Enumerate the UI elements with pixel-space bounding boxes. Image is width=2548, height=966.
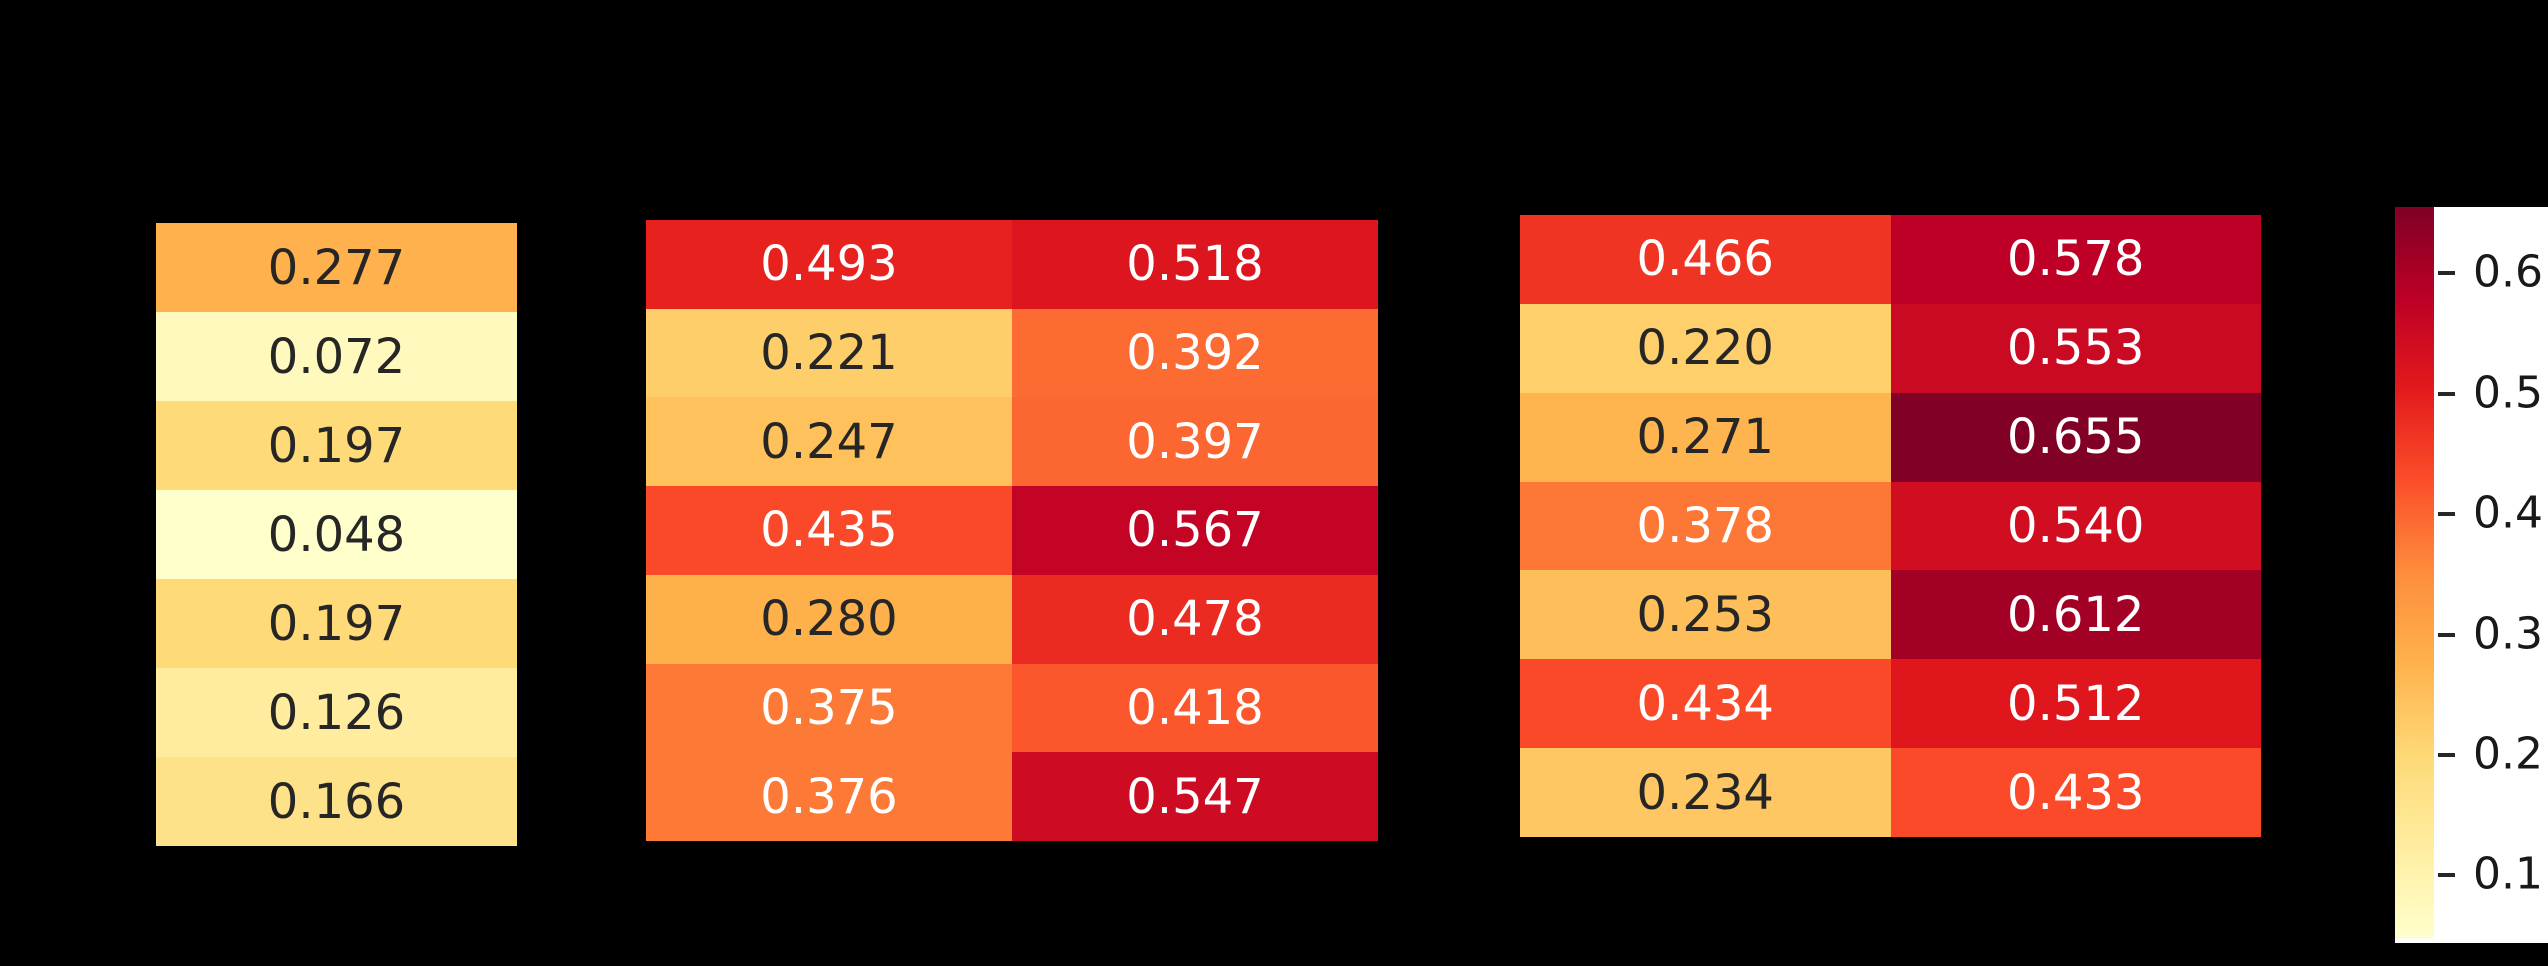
cell-value: 0.540	[2007, 497, 2145, 554]
heatmap-cell: 0.435	[646, 486, 1012, 575]
cell-value: 0.220	[1636, 320, 1774, 377]
tick-mark-icon	[2438, 873, 2455, 878]
cell-value: 0.518	[1126, 236, 1264, 293]
colorbar-tick-label: 0.4	[2473, 487, 2543, 539]
heatmap-cell: 0.221	[646, 308, 1012, 398]
cell-value: 0.435	[760, 502, 898, 559]
cell-value: 0.048	[267, 506, 406, 563]
heatmap-cell: 0.220	[1520, 303, 1891, 393]
heatmap-cell: 0.253	[1520, 570, 1891, 660]
cell-value: 0.280	[760, 591, 898, 648]
cell-value: 0.466	[1636, 231, 1774, 288]
colorbar-gradient	[2395, 207, 2434, 938]
tick-mark-icon	[2438, 632, 2455, 637]
heatmap-cell: 0.234	[1520, 748, 1891, 837]
heatmap-1: 0.277 0.072 0.197 0.048 0.197 0.126 0.166	[156, 223, 517, 846]
cell-value: 0.567	[1126, 502, 1264, 559]
cell-value: 0.247	[760, 413, 898, 470]
heatmap-cell: 0.197	[156, 401, 517, 490]
heatmap-cell: 0.433	[1890, 748, 2261, 837]
heatmap-cell: 0.048	[156, 490, 517, 579]
heatmap-cell: 0.418	[1012, 663, 1378, 753]
heatmap-cell: 0.247	[646, 397, 1012, 487]
colorbar-tick-label: 0.3	[2473, 607, 2543, 659]
cell-value: 0.418	[1126, 679, 1264, 736]
heatmap-cell: 0.197	[156, 579, 517, 668]
heatmap-cell: 0.493	[646, 220, 1012, 309]
cell-value: 0.271	[1636, 409, 1774, 466]
heatmap-cell: 0.375	[646, 663, 1012, 753]
cell-value: 0.434	[1636, 675, 1774, 732]
heatmap-cell: 0.512	[1890, 659, 2261, 749]
cell-value: 0.655	[2007, 409, 2145, 466]
colorbar-tick-label: 0.2	[2473, 728, 2543, 780]
cell-value: 0.392	[1126, 325, 1264, 382]
cell-value: 0.512	[2007, 675, 2145, 732]
heatmap-cell: 0.553	[1890, 303, 2261, 393]
cell-value: 0.234	[1636, 764, 1774, 821]
heatmap-cell: 0.397	[1012, 397, 1378, 487]
heatmap-cell: 0.392	[1012, 308, 1378, 398]
cell-value: 0.578	[2007, 231, 2145, 288]
heatmap-cell: 0.478	[1012, 574, 1378, 664]
colorbar-panel: 0.6 0.5 0.4 0.3 0.2 0.1	[2395, 207, 2548, 943]
cell-value: 0.375	[760, 679, 898, 736]
heatmap-cell: 0.126	[156, 668, 517, 757]
cell-value: 0.072	[267, 328, 406, 385]
heatmap-cell: 0.578	[1890, 215, 2261, 304]
cell-value: 0.197	[267, 417, 406, 474]
cell-value: 0.397	[1126, 413, 1264, 470]
cell-value: 0.433	[2007, 764, 2145, 821]
colorbar-tick-label: 0.6	[2473, 246, 2543, 298]
cell-value: 0.493	[760, 236, 898, 293]
cell-value: 0.277	[267, 239, 406, 296]
cell-value: 0.378	[1636, 497, 1774, 554]
heatmap-cell: 0.612	[1890, 570, 2261, 660]
heatmap-2: 0.493 0.518 0.221 0.392 0.247 0.397 0.435 0.567…	[646, 220, 1378, 841]
cell-value: 0.478	[1126, 591, 1264, 648]
heatmap-cell: 0.277	[156, 223, 517, 312]
tick-mark-icon	[2438, 391, 2455, 396]
heatmap-cell: 0.376	[646, 752, 1012, 841]
cell-value: 0.221	[760, 325, 898, 382]
heatmap-cell: 0.271	[1520, 392, 1891, 482]
cell-value: 0.612	[2007, 586, 2145, 643]
heatmap-cell: 0.655	[1890, 392, 2261, 482]
cell-value: 0.166	[267, 773, 406, 830]
cell-value: 0.197	[267, 595, 406, 652]
tick-mark-icon	[2438, 752, 2455, 757]
tick-mark-icon	[2438, 271, 2455, 276]
heatmap-cell: 0.434	[1520, 659, 1891, 749]
colorbar-tick-label: 0.1	[2473, 848, 2543, 900]
tick-mark-icon	[2438, 512, 2455, 517]
heatmap-cell: 0.166	[156, 757, 517, 846]
heatmap-cell: 0.280	[646, 574, 1012, 664]
cell-value: 0.126	[267, 684, 406, 741]
heatmap-cell: 0.540	[1890, 481, 2261, 571]
heatmap-cell: 0.072	[156, 312, 517, 401]
heatmap-3: 0.466 0.578 0.220 0.553 0.271 0.655 0.378 0.540…	[1520, 215, 2261, 837]
cell-value: 0.553	[2007, 320, 2145, 377]
heatmap-cell: 0.518	[1012, 220, 1378, 309]
cell-value: 0.547	[1126, 768, 1264, 825]
colorbar-tick-label: 0.5	[2473, 367, 2543, 419]
cell-value: 0.376	[760, 768, 898, 825]
heatmap-cell: 0.378	[1520, 481, 1891, 571]
heatmap-cell: 0.547	[1012, 752, 1378, 841]
cell-value: 0.253	[1636, 586, 1774, 643]
heatmap-cell: 0.466	[1520, 215, 1891, 304]
heatmap-cell: 0.567	[1012, 486, 1378, 575]
